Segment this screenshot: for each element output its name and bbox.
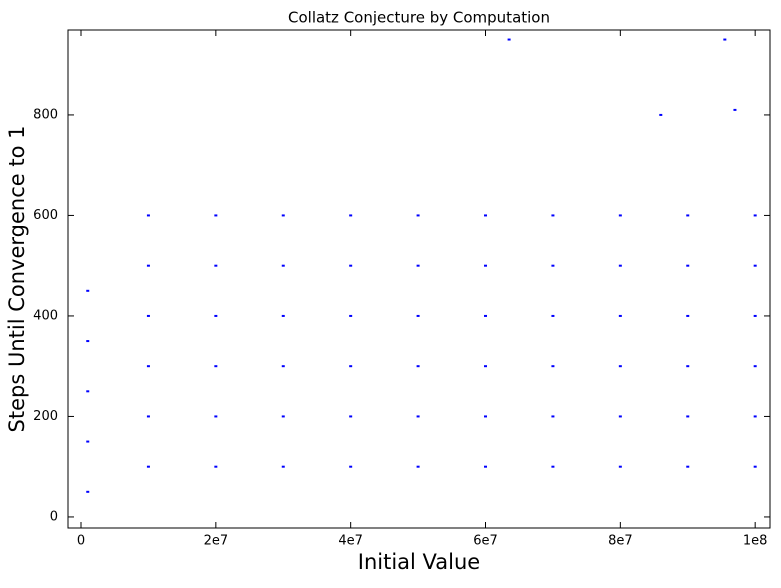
point [484, 365, 488, 368]
point [551, 465, 555, 468]
point [753, 365, 757, 368]
point [551, 365, 555, 368]
point [484, 214, 488, 217]
point [349, 264, 353, 267]
y-tick-label: 400 [33, 308, 58, 323]
point [416, 264, 420, 267]
point [686, 465, 690, 468]
point [281, 465, 285, 468]
point [146, 264, 150, 267]
point [349, 465, 353, 468]
point [753, 465, 757, 468]
point [214, 415, 218, 418]
point [551, 415, 555, 418]
point [214, 264, 218, 267]
y-tick-label: 600 [33, 208, 58, 223]
point [753, 415, 757, 418]
point [146, 314, 150, 317]
point [146, 415, 150, 418]
point [86, 440, 90, 443]
x-tick-label: 6e7 [473, 534, 498, 549]
point [618, 314, 622, 317]
point [146, 214, 150, 217]
point [86, 289, 90, 292]
point [484, 415, 488, 418]
point [416, 214, 420, 217]
x-tick-label: 2e7 [204, 534, 229, 549]
point [281, 365, 285, 368]
point [686, 314, 690, 317]
point [753, 214, 757, 217]
point [618, 365, 622, 368]
point [416, 314, 420, 317]
point [214, 314, 218, 317]
point [281, 314, 285, 317]
point [86, 340, 90, 343]
point [484, 264, 488, 267]
point [146, 365, 150, 368]
point [214, 465, 218, 468]
point [618, 264, 622, 267]
point [723, 38, 727, 41]
point [86, 390, 90, 393]
point [416, 415, 420, 418]
point [281, 415, 285, 418]
point [686, 415, 690, 418]
x-tick-label: 0 [77, 534, 85, 549]
point [733, 108, 737, 111]
point [146, 465, 150, 468]
point [349, 214, 353, 217]
point [484, 465, 488, 468]
point [416, 465, 420, 468]
point [86, 490, 90, 493]
point [551, 214, 555, 217]
point [618, 465, 622, 468]
point [349, 314, 353, 317]
point [618, 214, 622, 217]
chart-title: Collatz Conjecture by Computation [288, 9, 550, 27]
x-axis-label: Initial Value [358, 550, 480, 574]
point [281, 214, 285, 217]
y-tick-label: 0 [50, 509, 58, 524]
point [349, 365, 353, 368]
point [686, 365, 690, 368]
point [551, 314, 555, 317]
point [281, 264, 285, 267]
point [753, 264, 757, 267]
x-tick-label: 4e7 [338, 534, 363, 549]
y-tick-label: 200 [33, 409, 58, 424]
point [551, 264, 555, 267]
point [416, 365, 420, 368]
point [618, 415, 622, 418]
point [349, 415, 353, 418]
y-axis-label: Steps Until Convergence to 1 [5, 126, 29, 433]
y-tick-label: 800 [33, 107, 58, 122]
plot-frame [67, 29, 771, 529]
point [686, 264, 690, 267]
point [214, 365, 218, 368]
point [659, 113, 663, 116]
point [214, 214, 218, 217]
x-tick-label: 1e8 [743, 534, 768, 549]
point [507, 38, 511, 41]
point [484, 314, 488, 317]
x-tick-label: 8e7 [608, 534, 633, 549]
point [753, 314, 757, 317]
point [686, 214, 690, 217]
